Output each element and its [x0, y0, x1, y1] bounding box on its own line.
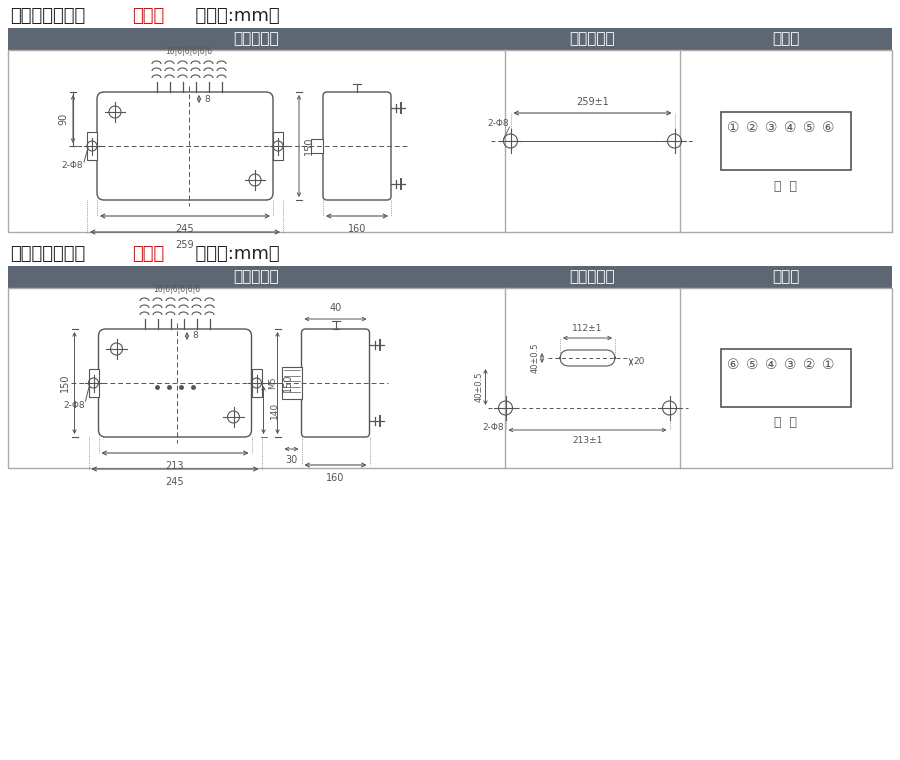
FancyBboxPatch shape: [323, 92, 391, 200]
FancyBboxPatch shape: [560, 350, 615, 366]
FancyBboxPatch shape: [97, 92, 273, 200]
Bar: [505, 28, 680, 50]
Text: ②: ②: [746, 121, 758, 135]
Text: 2-Φ8: 2-Φ8: [63, 401, 85, 410]
Text: ③: ③: [765, 121, 778, 135]
Text: 160: 160: [347, 224, 366, 234]
FancyBboxPatch shape: [302, 329, 370, 437]
Text: 160: 160: [327, 473, 345, 483]
Bar: [282, 367, 302, 399]
Text: 后接线: 后接线: [132, 245, 164, 263]
Bar: [273, 132, 283, 160]
Bar: [8, 266, 505, 288]
Text: 213±1: 213±1: [572, 436, 603, 445]
Text: 30: 30: [285, 455, 298, 465]
Text: 8: 8: [192, 331, 198, 340]
Text: ⑥: ⑥: [727, 358, 739, 372]
Text: ⑤: ⑤: [746, 358, 758, 372]
Text: ④: ④: [784, 121, 796, 135]
Text: 140: 140: [269, 401, 278, 419]
Text: 40±0.5: 40±0.5: [531, 343, 540, 373]
Text: 单相过流凸出式: 单相过流凸出式: [10, 245, 86, 263]
Text: 端子图: 端子图: [772, 31, 800, 46]
Text: ④: ④: [765, 358, 778, 372]
Bar: [87, 132, 97, 160]
Text: 前接线: 前接线: [132, 7, 164, 25]
Text: 外形尺寸图: 外形尺寸图: [234, 270, 279, 284]
Text: 40±0.5: 40±0.5: [474, 372, 483, 402]
Text: 213: 213: [166, 461, 184, 471]
Text: 外形尺寸图: 外形尺寸图: [234, 31, 279, 46]
Text: ⑥: ⑥: [822, 121, 834, 135]
Text: 2-Φ8: 2-Φ8: [487, 119, 508, 128]
Text: 单相过流凸出式: 单相过流凸出式: [10, 7, 86, 25]
Text: ②: ②: [803, 358, 815, 372]
Text: 背  视: 背 视: [775, 416, 797, 429]
Bar: [680, 266, 892, 288]
Text: 259±1: 259±1: [576, 97, 609, 107]
Bar: [8, 50, 892, 232]
Bar: [8, 28, 505, 50]
Text: ③: ③: [784, 358, 796, 372]
Text: 150: 150: [304, 137, 314, 155]
Bar: [680, 28, 892, 50]
Text: 安装开孔图: 安装开孔图: [570, 31, 616, 46]
Bar: [505, 266, 680, 288]
Text: 245: 245: [166, 477, 184, 487]
Text: 20: 20: [633, 357, 644, 366]
Bar: [8, 288, 892, 468]
Text: M5: M5: [268, 377, 277, 389]
Text: 150: 150: [59, 374, 69, 392]
Bar: [721, 349, 851, 407]
Text: ①: ①: [727, 121, 739, 135]
Text: ①: ①: [822, 358, 834, 372]
Text: 112±1: 112±1: [572, 324, 603, 333]
Bar: [311, 139, 323, 153]
Bar: [251, 369, 262, 397]
Text: 16|6|6|6|6|6: 16|6|6|6|6|6: [153, 284, 201, 293]
Bar: [88, 369, 98, 397]
Text: （单位:mm）: （单位:mm）: [184, 7, 280, 25]
Text: 安装开孔图: 安装开孔图: [570, 270, 616, 284]
Bar: [721, 112, 851, 170]
Text: 8: 8: [204, 94, 210, 103]
Text: 2-Φ8: 2-Φ8: [61, 162, 83, 170]
Text: 90: 90: [58, 113, 68, 125]
Text: 150: 150: [283, 374, 293, 392]
Text: 端子图: 端子图: [772, 270, 800, 284]
Text: ⑤: ⑤: [803, 121, 815, 135]
Text: 245: 245: [176, 224, 194, 234]
Text: 2-Φ8: 2-Φ8: [482, 423, 503, 432]
FancyBboxPatch shape: [98, 329, 251, 437]
Text: 40: 40: [329, 303, 342, 313]
Text: 前  视: 前 视: [775, 179, 797, 192]
Text: 259: 259: [176, 240, 194, 250]
Text: 16|6|6|6|6|6: 16|6|6|6|6|6: [166, 47, 212, 56]
Text: （单位:mm）: （单位:mm）: [184, 245, 280, 263]
